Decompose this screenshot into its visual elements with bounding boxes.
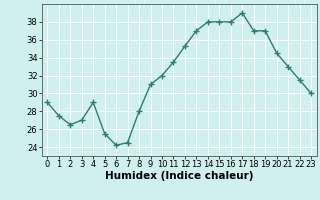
X-axis label: Humidex (Indice chaleur): Humidex (Indice chaleur) xyxy=(105,171,253,181)
